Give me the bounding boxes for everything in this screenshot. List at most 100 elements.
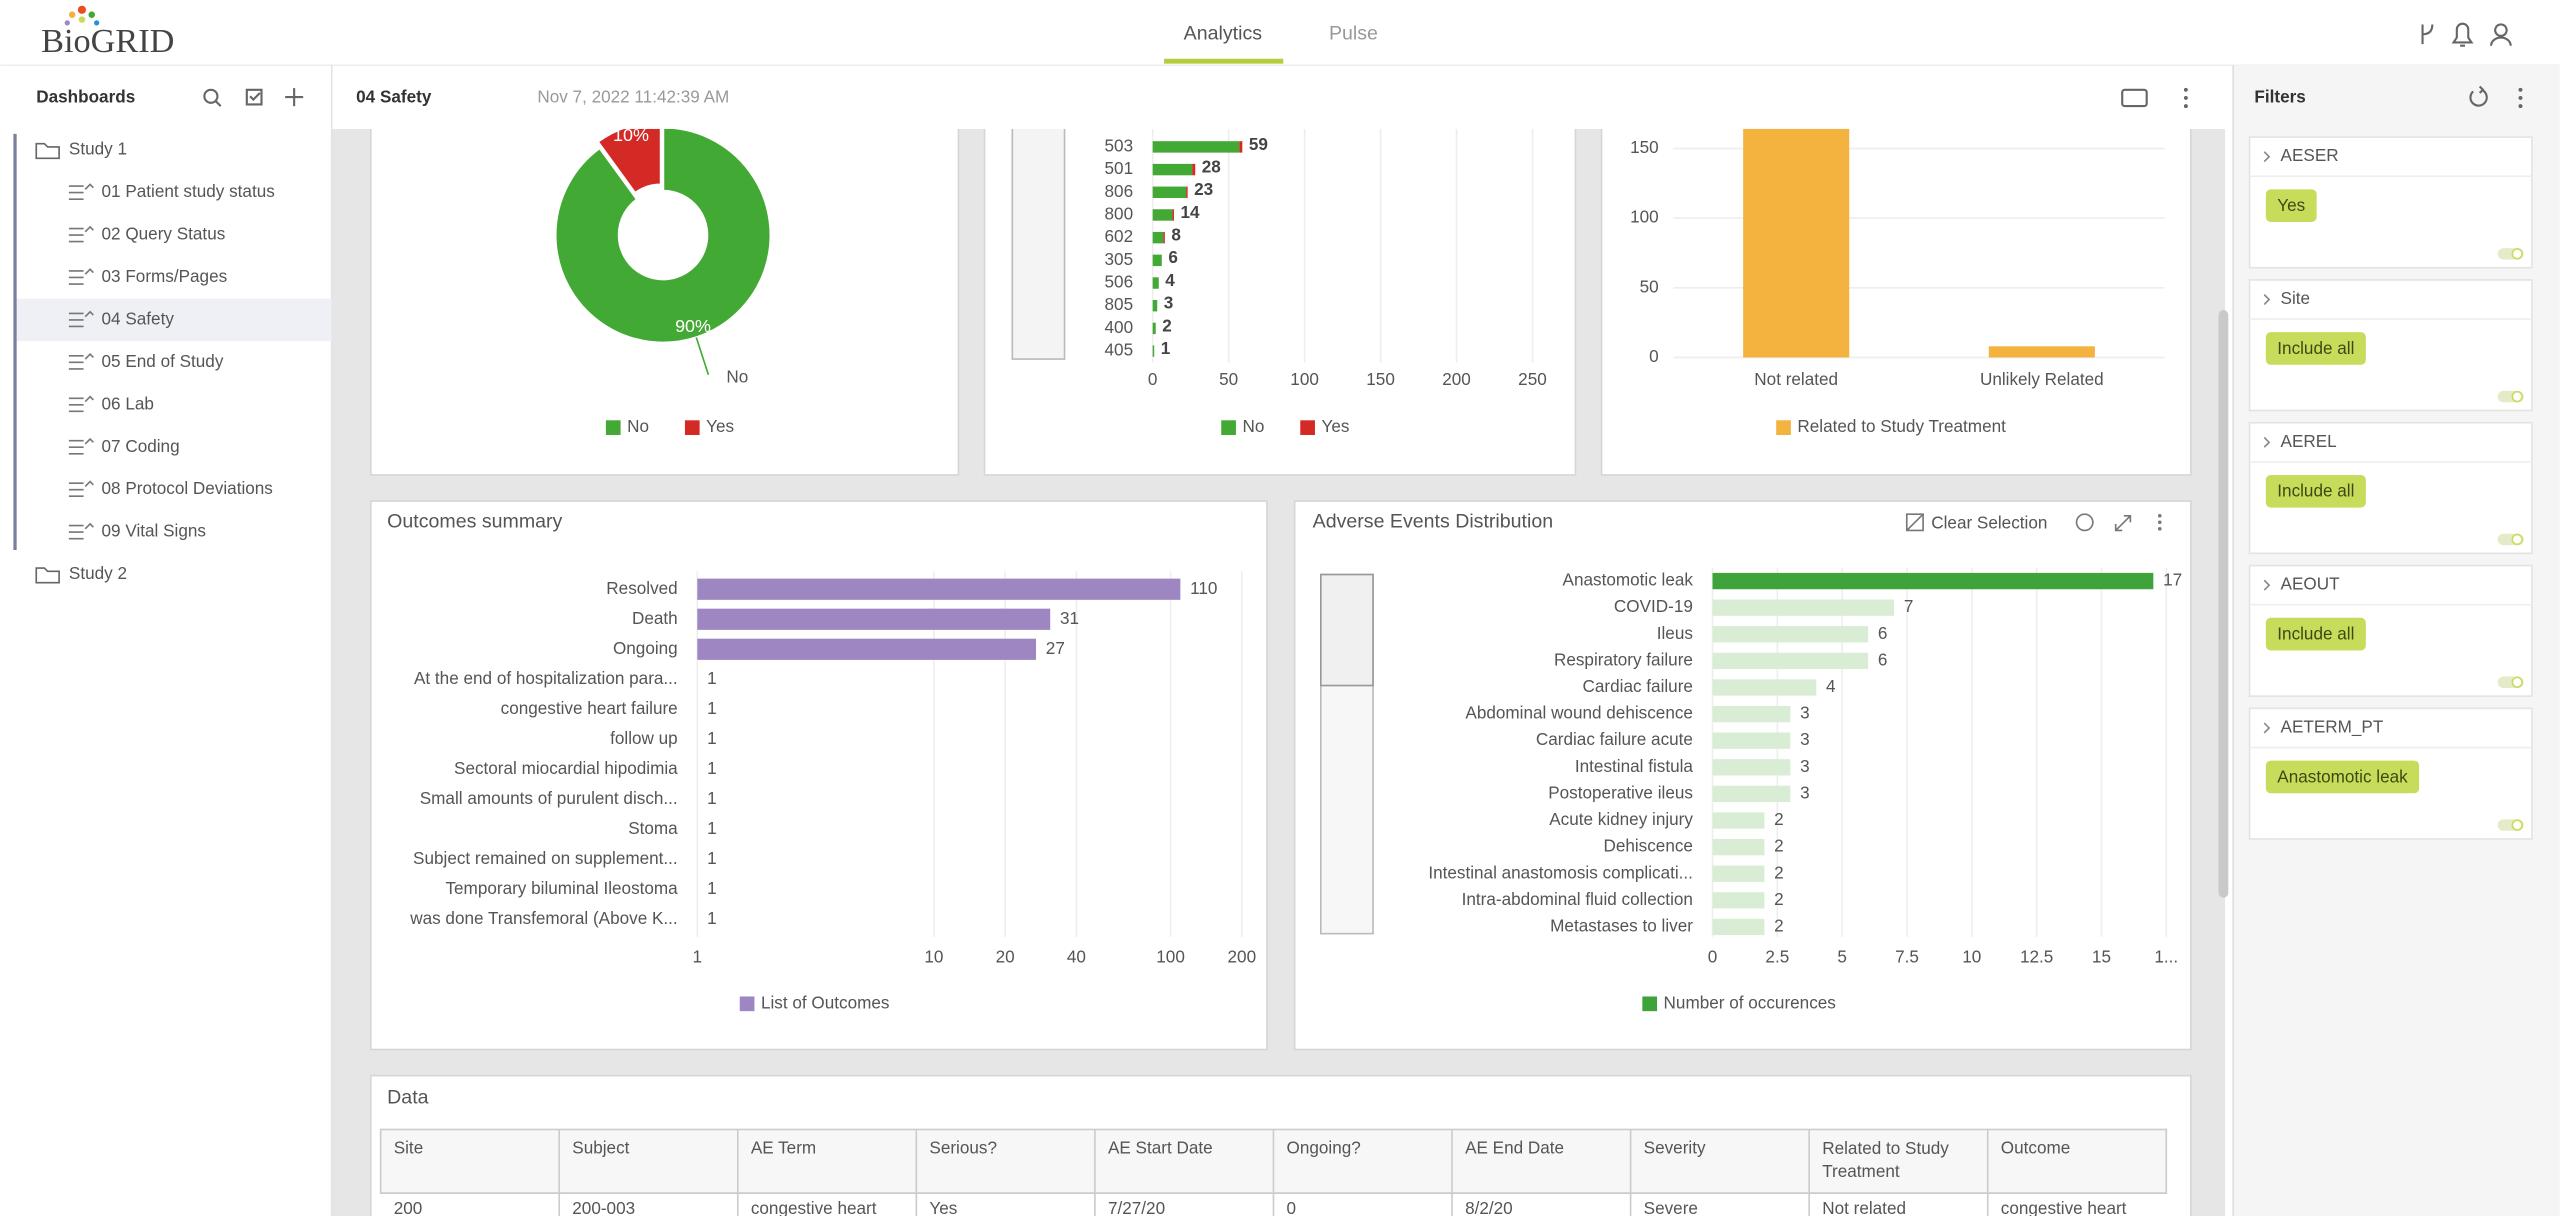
menu-icon[interactable] — [2183, 87, 2188, 92]
bar — [1712, 705, 1791, 723]
y-tick-label: 100 — [1630, 207, 1659, 227]
column-header: Ongoing? — [1287, 1138, 1361, 1158]
x-tick-label: 40 — [1067, 947, 1086, 967]
dashboard-item[interactable]: 08 Protocol Deviations — [102, 478, 273, 498]
search-icon[interactable] — [215, 100, 222, 107]
toggle-knob[interactable] — [2511, 390, 2523, 403]
dashboard-item[interactable]: 05 End of Study — [102, 351, 224, 371]
active-tab-indicator — [1164, 58, 1284, 64]
bar — [1172, 209, 1174, 221]
dashboard-item[interactable]: 06 Lab — [102, 393, 154, 413]
bell-icon[interactable] — [2451, 22, 2474, 47]
donut-slice — [554, 126, 772, 344]
filter-value: Anastomotic leak — [2277, 766, 2408, 786]
study-name[interactable]: Study 1 — [69, 139, 127, 159]
y-tick-label: Ongoing — [613, 638, 678, 658]
toggle-knob[interactable] — [2511, 248, 2523, 260]
dashboard-item[interactable]: 02 Query Status — [102, 224, 226, 244]
dashboard-item[interactable]: 01 Patient study status — [102, 181, 275, 201]
menu-icon[interactable] — [2157, 520, 2162, 525]
y-tick-label: 800 — [1105, 203, 1134, 223]
tab[interactable]: Pulse — [1329, 22, 1378, 44]
filter-chip[interactable] — [2265, 189, 2317, 222]
menu-icon[interactable] — [2157, 513, 2162, 518]
dashboard-icon — [68, 395, 94, 413]
expand-icon[interactable] — [2263, 294, 2271, 305]
value-label: 2 — [1774, 809, 1784, 829]
clear-selection[interactable]: Clear Selection — [1931, 512, 2047, 532]
dashboard-item[interactable]: 03 Forms/Pages — [102, 266, 228, 286]
filter-chip[interactable] — [2265, 760, 2420, 794]
menu-icon[interactable] — [2518, 104, 2523, 109]
expand-icon[interactable] — [2114, 514, 2132, 532]
expand-icon[interactable] — [2263, 579, 2271, 591]
bar — [1152, 345, 1155, 357]
dashboard-item[interactable]: 04 Safety — [102, 308, 175, 328]
study-name[interactable]: Study 2 — [69, 563, 127, 583]
filter-value: Include all — [2277, 481, 2354, 501]
x-tick-label: 50 — [1219, 369, 1238, 389]
y-tick-label: 503 — [1105, 135, 1134, 155]
dashboard-icon — [68, 522, 94, 540]
value-label: 2 — [1774, 915, 1784, 935]
legend-label: No — [1242, 416, 1264, 436]
filter-value: Yes — [2277, 195, 2305, 215]
x-tick-label: 20 — [996, 947, 1015, 967]
legend-label: Yes — [1321, 416, 1349, 436]
column-header: Site — [394, 1138, 424, 1158]
filter-chip[interactable] — [2265, 332, 2366, 365]
tab[interactable]: Analytics — [1184, 22, 1263, 44]
menu-icon[interactable] — [2518, 87, 2523, 92]
value-label: 7 — [1904, 596, 1914, 616]
value-label: 1 — [707, 758, 717, 778]
bar — [697, 608, 1051, 630]
expand-icon[interactable] — [2263, 436, 2271, 448]
expand-icon[interactable] — [2263, 151, 2271, 163]
y-tick-label: Dehiscence — [1603, 836, 1692, 856]
filter-chip[interactable] — [2265, 474, 2366, 508]
bar — [1712, 572, 2154, 590]
filter-value: Include all — [2277, 623, 2354, 643]
pdf-icon[interactable] — [2121, 88, 2148, 108]
y-tick-label: 405 — [1105, 340, 1134, 360]
dashboard-item[interactable]: 07 Coding — [102, 436, 180, 456]
search-icon[interactable] — [203, 88, 219, 104]
filter-name: AETERM_PT — [2281, 716, 2384, 736]
value-label: 6 — [1878, 649, 1888, 669]
menu-icon[interactable] — [2518, 95, 2523, 100]
table-cell: 200-003 — [572, 1198, 635, 1216]
reset-icon[interactable] — [2469, 85, 2488, 107]
user-icon[interactable] — [2490, 23, 2512, 46]
menu-icon[interactable] — [2183, 104, 2188, 109]
bar — [1712, 732, 1791, 749]
menu-icon[interactable] — [2183, 95, 2188, 100]
toggle-knob[interactable] — [2511, 676, 2523, 688]
dashboard-icon — [68, 225, 94, 243]
menu-icon[interactable] — [2157, 527, 2162, 531]
legend-swatch — [1221, 420, 1236, 435]
select-icon[interactable] — [245, 88, 263, 106]
dashboard-icon — [68, 480, 94, 498]
info-icon[interactable] — [2075, 513, 2094, 532]
branch-icon[interactable] — [2421, 24, 2434, 45]
bar — [1152, 277, 1159, 289]
slice-label: 10% — [613, 125, 649, 145]
y-tick-label: Intestinal fistula — [1575, 756, 1694, 776]
toggle-knob[interactable] — [2511, 533, 2523, 546]
clear-icon[interactable] — [1905, 513, 1924, 532]
y-tick-label: 501 — [1105, 158, 1134, 178]
scrollbar[interactable] — [2218, 310, 2229, 898]
slice-label: 90% — [675, 316, 711, 336]
filter-chip[interactable] — [2265, 617, 2366, 651]
add-icon[interactable] — [285, 88, 304, 107]
x-tick-label: 0 — [1708, 947, 1718, 967]
bar — [1239, 141, 1243, 153]
expand-icon[interactable] — [2263, 722, 2271, 734]
dashboard-item[interactable]: 09 Vital Signs — [102, 521, 206, 541]
legend-swatch — [739, 996, 755, 1012]
value-label: 8 — [1171, 225, 1181, 245]
legend-label: Related to Study Treatment — [1797, 416, 2006, 436]
bar — [1152, 141, 1240, 153]
toggle-knob[interactable] — [2511, 819, 2523, 831]
x-tick-label: 250 — [1518, 369, 1547, 389]
